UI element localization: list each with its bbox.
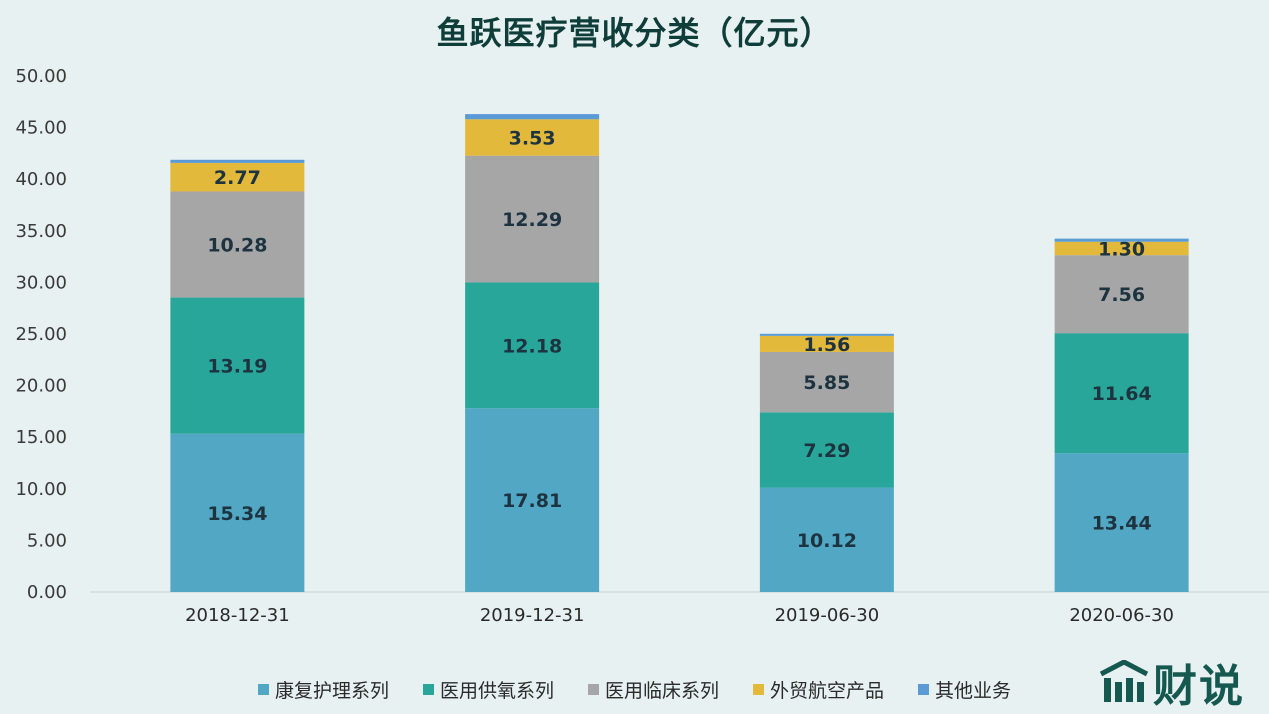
- bar-segment: [1054, 333, 1189, 454]
- legend-swatch: [587, 684, 599, 695]
- bar-segment: [170, 433, 305, 592]
- bar-segment: [1054, 241, 1189, 256]
- data-label: 12.18: [502, 335, 562, 357]
- data-label: 2.77: [214, 167, 261, 189]
- bar-segment: [170, 162, 305, 192]
- bar-segment: [759, 333, 894, 336]
- legend-label: 医用临床系列: [604, 680, 719, 702]
- legend-label: 医用供氧系列: [439, 680, 554, 702]
- legend-item: 外贸航空产品: [753, 676, 884, 703]
- data-labels: 15.34 13.19 10.28 2.77 17.81 12.18 12.29 3.53 10…: [207, 127, 1151, 551]
- bar-segment: [759, 412, 894, 488]
- bar-segment: [170, 297, 305, 434]
- x-tick-label: 2018-12-31: [185, 605, 290, 626]
- data-label: 13.44: [1092, 513, 1152, 535]
- legend-swatch: [257, 684, 269, 695]
- y-tick-label: 45.00: [15, 118, 67, 139]
- data-label: 3.53: [509, 127, 556, 149]
- caishuo-logo: 财说: [1099, 650, 1245, 714]
- bar-segment: [1054, 453, 1189, 592]
- data-label: 11.64: [1092, 383, 1152, 405]
- bar-segment: [759, 487, 894, 592]
- y-tick-label: 5.00: [27, 530, 67, 551]
- bar-segment: [465, 114, 600, 120]
- y-tick-label: 15.00: [15, 427, 67, 448]
- y-tick-label: 25.00: [15, 324, 67, 345]
- data-label: 12.29: [502, 209, 562, 231]
- y-tick-label: 50.00: [15, 66, 67, 87]
- data-label: 10.28: [207, 235, 267, 257]
- data-label: 7.29: [803, 440, 850, 462]
- y-axis: 0.00 5.00 10.00 15.00 20.00 25.00 30.00 35.00 40…: [15, 66, 67, 603]
- data-label: 15.34: [207, 503, 267, 525]
- x-axis: 2018-12-31 2019-12-31 2019-06-30 2020-06-30: [90, 591, 1269, 626]
- legend-swatch: [753, 684, 764, 695]
- y-tick-label: 30.00: [15, 272, 67, 293]
- legend-label: 外贸航空产品: [770, 680, 885, 702]
- legend-item: 医用临床系列: [587, 676, 719, 703]
- bar-segment: [465, 119, 600, 156]
- data-label: 7.56: [1098, 284, 1145, 306]
- y-tick-label: 10.00: [15, 479, 67, 500]
- legend-swatch: [918, 684, 930, 695]
- bar-segment: [170, 159, 305, 163]
- legend-label: 其他业务: [935, 680, 1012, 702]
- data-label: 1.30: [1098, 238, 1145, 260]
- legend-label: 康复护理系列: [274, 680, 389, 702]
- building-chart-icon: [1099, 660, 1149, 702]
- bar-segment: [465, 155, 600, 283]
- data-label: 1.56: [803, 334, 850, 356]
- data-label: 17.81: [502, 490, 562, 512]
- bar-segment: [1054, 238, 1189, 242]
- x-tick-label: 2019-06-30: [775, 605, 880, 626]
- data-label: 13.19: [207, 356, 267, 378]
- bar-segment: [465, 408, 600, 592]
- bar-segment: [465, 282, 600, 409]
- chart-title: 鱼跃医疗营收分类（亿元）: [436, 14, 833, 52]
- data-label: 10.12: [797, 530, 857, 552]
- x-tick-label: 2020-06-30: [1069, 605, 1174, 626]
- y-tick-label: 35.00: [15, 221, 67, 242]
- bars: [170, 114, 1189, 592]
- brand-text: 财说: [1153, 661, 1245, 712]
- bar-segment: [759, 335, 894, 352]
- legend-item: 其他业务: [918, 676, 1011, 703]
- legend-swatch: [422, 684, 434, 695]
- legend: 康复护理系列 医用供氧系列 医用临床系列 外贸航空产品 其他业务: [0, 676, 1269, 703]
- y-tick-label: 40.00: [15, 169, 67, 190]
- y-tick-label: 20.00: [15, 376, 67, 397]
- y-tick-label: 0.00: [27, 582, 67, 603]
- bar-segment: [759, 351, 894, 413]
- bar-segment: [170, 191, 305, 298]
- bar-segment: [1054, 255, 1189, 334]
- data-label: 5.85: [803, 372, 850, 394]
- legend-item: 康复护理系列: [257, 676, 389, 703]
- x-tick-label: 2019-12-31: [480, 605, 585, 626]
- legend-item: 医用供氧系列: [422, 676, 554, 703]
